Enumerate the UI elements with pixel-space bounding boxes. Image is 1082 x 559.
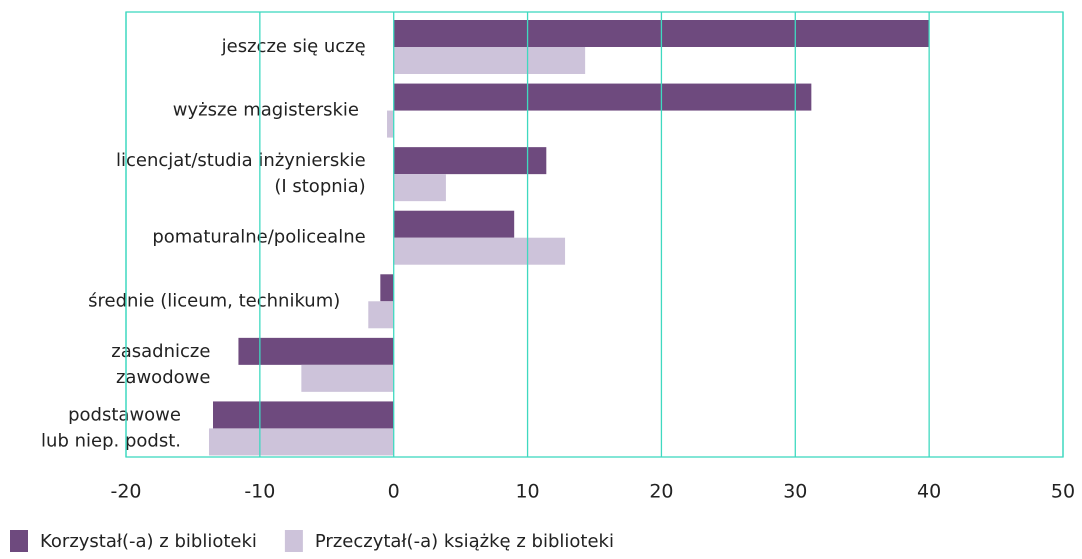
- y-tick-label: licencjat/studia inżynierskie (I stopnia): [116, 150, 366, 197]
- x-tick-label: 40: [917, 481, 941, 503]
- bar: [368, 301, 394, 329]
- y-tick-label: zasadnicze zawodowe: [111, 341, 210, 388]
- x-tick-label: 30: [783, 481, 807, 503]
- bar: [393, 47, 586, 74]
- x-tick-label: 50: [1051, 481, 1075, 503]
- x-tick-label: 20: [649, 481, 673, 503]
- legend-swatch: [284, 530, 303, 552]
- y-tick-label: pomaturalne/policealne: [152, 227, 365, 248]
- bar: [208, 428, 394, 456]
- y-tick-label: jeszcze się uczę: [221, 36, 366, 57]
- bar: [393, 237, 566, 265]
- x-tick-label: -10: [244, 481, 275, 503]
- legend-swatch: [10, 530, 28, 552]
- plot-border: [125, 11, 1064, 458]
- bar: [393, 83, 812, 111]
- bar: [380, 274, 394, 302]
- bar: [301, 364, 394, 392]
- x-tick-label: -20: [110, 481, 141, 503]
- bar: [213, 401, 394, 429]
- y-tick-label: średnie (liceum, technikum): [88, 290, 340, 311]
- y-tick-label: wyższe magisterskie: [173, 100, 359, 121]
- y-tick-label: podstawowe lub niep. podst.: [41, 404, 181, 451]
- legend-label: Przeczytał(-a) książkę z biblioteki: [315, 531, 614, 552]
- bar: [238, 337, 394, 365]
- x-tick-label: 10: [515, 481, 539, 503]
- bar: [393, 147, 547, 175]
- x-tick-label: 0: [388, 481, 400, 503]
- bar: [393, 174, 446, 202]
- bar: [387, 110, 394, 138]
- bar: [393, 210, 515, 238]
- legend-label: Korzystał(-a) z biblioteki: [40, 531, 257, 552]
